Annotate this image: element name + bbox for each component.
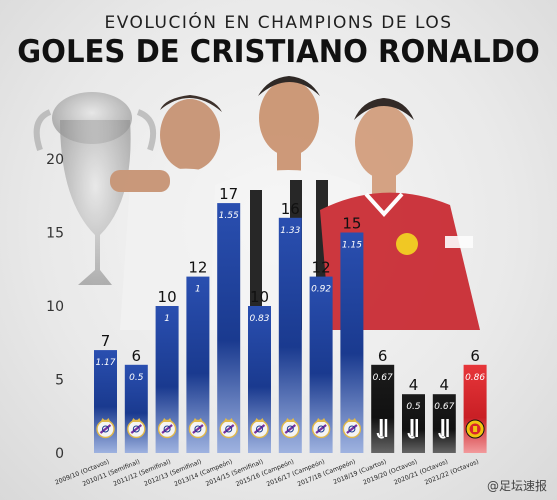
y-tick-label: 10 <box>46 299 64 315</box>
bar <box>248 306 271 453</box>
goals-data-label: 17 <box>219 185 238 203</box>
goals-per-game-label: 0.5 <box>406 402 421 412</box>
chart-subtitle: EVOLUCIÓN EN CHAMPIONS DE LOS <box>104 13 453 33</box>
real-madrid-crest-icon <box>188 418 208 439</box>
goals-data-label: 4 <box>440 376 450 394</box>
y-tick-label: 20 <box>46 152 64 168</box>
real-madrid-crest-icon <box>250 418 269 439</box>
goals-data-label: 4 <box>409 376 419 394</box>
y-axis: 0 5 10 15 20 <box>46 152 64 462</box>
x-axis-labels: 2009/10 (Octavos)2010/11 (Semifinal)2011… <box>54 457 480 488</box>
real-madrid-crest-icon <box>281 418 300 439</box>
champions-trophy-icon <box>33 92 156 285</box>
juventus-logo-icon <box>376 419 388 439</box>
x-tick-label: 2021/22 (Octavos) <box>424 458 480 486</box>
juventus-logo-icon <box>407 419 418 439</box>
goals-per-game-label: 1 <box>195 285 201 295</box>
goals-per-game-label: 0.67 <box>434 402 454 412</box>
goals-data-label: 12 <box>188 259 207 277</box>
real-madrid-crest-icon <box>219 418 238 439</box>
goals-data-label: 10 <box>158 288 177 306</box>
goals-per-game-label: 0.67 <box>373 373 393 383</box>
bar <box>186 276 210 453</box>
goals-data-label: 6 <box>470 347 480 365</box>
bar <box>371 364 395 453</box>
bars-group: 7 1.17 6 0.5 10 1 12 1 17 1.55 10 0.83 16 1.33 12 0.92 1… <box>94 185 487 453</box>
real-madrid-crest-icon <box>342 418 362 439</box>
goals-per-game-label: 0.92 <box>311 285 331 295</box>
goals-per-game-label: 0.83 <box>249 314 269 324</box>
goals-data-label: 15 <box>342 215 361 233</box>
y-tick-label: 0 <box>55 446 64 462</box>
goals-data-label: 16 <box>281 200 300 218</box>
y-tick-label: 15 <box>46 226 64 242</box>
goals-per-game-label: 1.17 <box>95 358 115 368</box>
goals-per-game-label: 1.55 <box>219 211 239 221</box>
watermark: @足坛速报 <box>486 479 547 493</box>
real-madrid-crest-icon <box>157 418 177 439</box>
goals-data-label: 6 <box>378 347 388 365</box>
goals-data-label: 6 <box>132 347 142 365</box>
y-tick-label: 5 <box>55 373 64 389</box>
bar <box>340 232 364 453</box>
goals-data-label: 10 <box>250 288 269 306</box>
goals-data-label: 7 <box>101 332 111 350</box>
chart-title: GOLES DE CRISTIANO RONALDO <box>17 34 540 70</box>
bar <box>278 217 302 453</box>
bar <box>309 276 333 453</box>
real-madrid-crest-icon <box>127 418 146 439</box>
goals-per-game-label: 0.86 <box>465 373 485 383</box>
goals-per-game-label: 1.33 <box>280 226 300 236</box>
bar <box>155 306 179 453</box>
juventus-logo-icon <box>438 419 449 439</box>
real-madrid-crest-icon <box>311 418 331 439</box>
man-united-crest-icon <box>465 419 485 439</box>
goals-data-label: 12 <box>312 259 331 277</box>
bar <box>217 203 241 453</box>
goals-per-game-label: 1.15 <box>342 241 362 251</box>
goals-per-game-label: 1 <box>164 314 170 324</box>
real-madrid-crest-icon <box>96 418 115 439</box>
goals-per-game-label: 0.5 <box>129 373 144 383</box>
